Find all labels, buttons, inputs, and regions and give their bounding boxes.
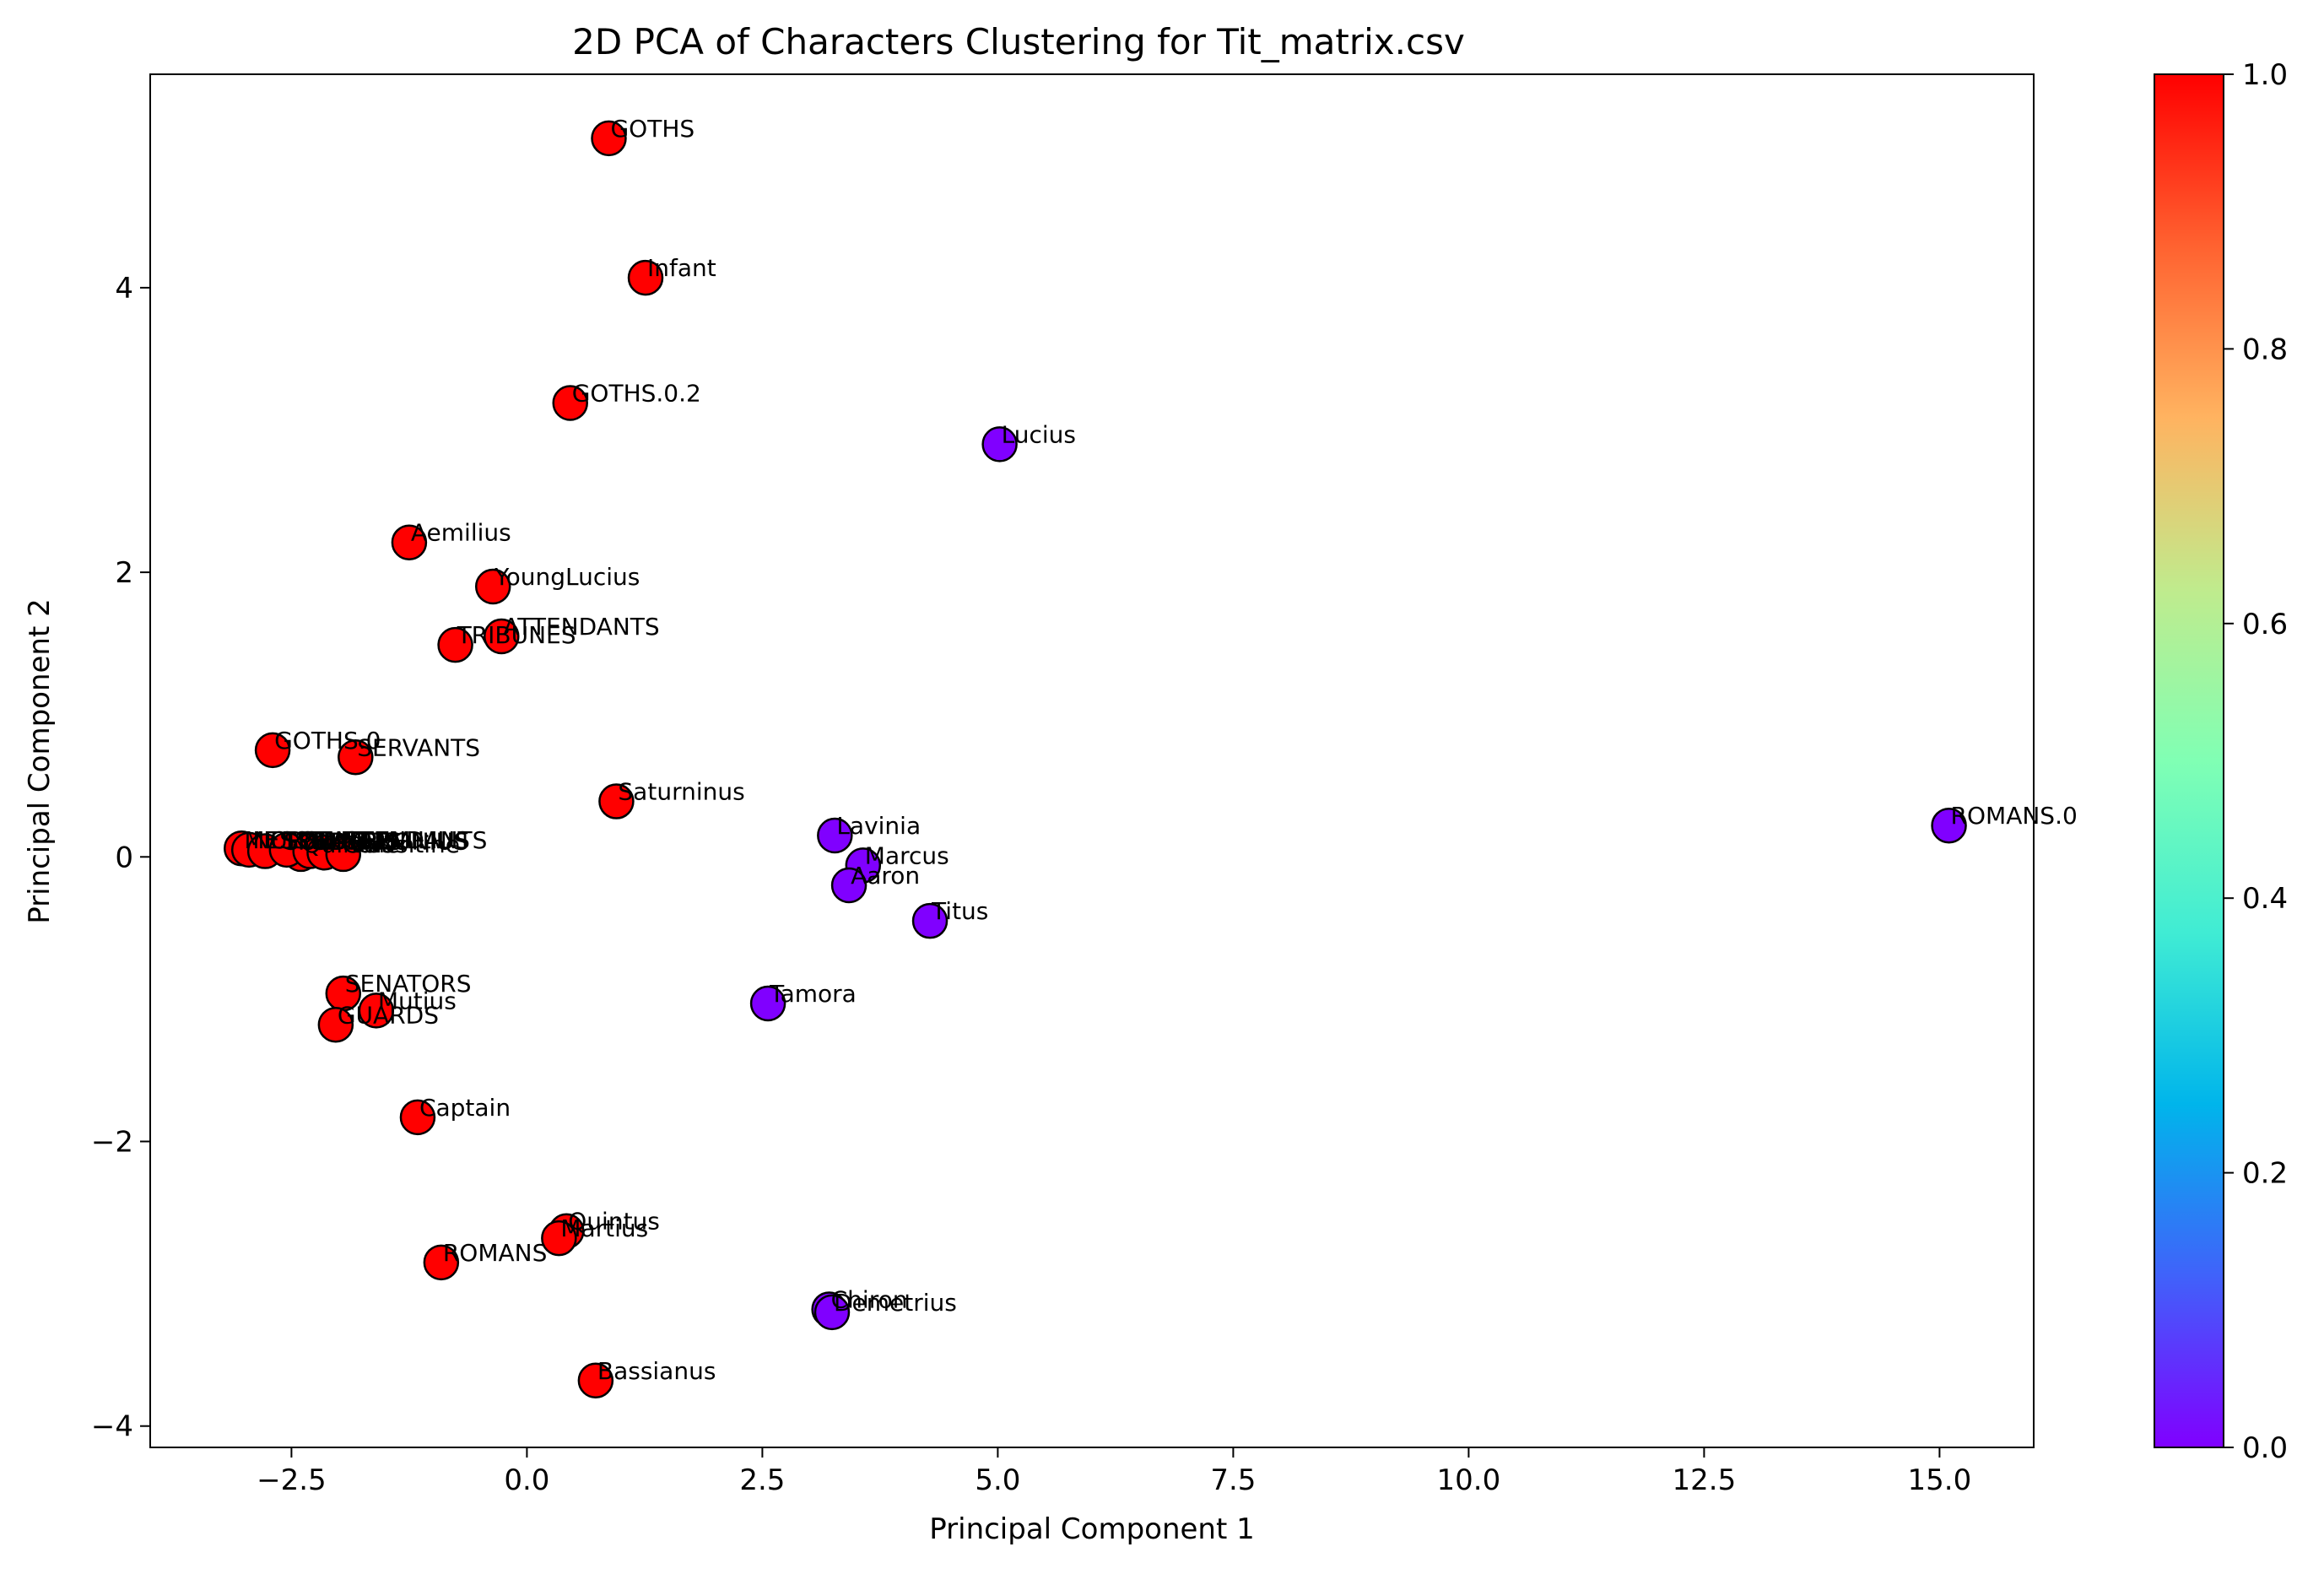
point-label: Demetrius bbox=[834, 1289, 957, 1317]
scatter-point bbox=[981, 426, 1018, 462]
point-label: ATTENDANTS bbox=[503, 613, 659, 641]
colorbar-tick-label: 0.6 bbox=[2242, 608, 2288, 641]
plot-frame bbox=[149, 73, 2035, 1448]
point-label: ROMANS bbox=[443, 1239, 548, 1267]
point-label: Marcus bbox=[865, 841, 949, 869]
scatter-point bbox=[577, 1362, 614, 1399]
x-axis: −2.5 0.0 2.5 5.0 7.5 10.0 12.5 15.0 bbox=[257, 1447, 1971, 1497]
y-tick-label: 0 bbox=[115, 841, 133, 874]
x-tick-label: −2.5 bbox=[257, 1463, 327, 1497]
point-label: Aaron bbox=[851, 862, 920, 890]
point-label: Martius bbox=[560, 1214, 648, 1242]
scatter-point bbox=[830, 867, 867, 904]
point-label: Infant bbox=[647, 254, 716, 282]
colorbar: 0.0 0.2 0.4 0.6 0.8 1.0 bbox=[2154, 58, 2288, 1465]
x-tick-label: 12.5 bbox=[1673, 1463, 1737, 1497]
point-label: Bassianus bbox=[597, 1357, 716, 1385]
scatter-point bbox=[399, 1099, 436, 1136]
scatter-point bbox=[358, 993, 395, 1029]
chart-title: 2D PCA of Characters Clustering for Tit_… bbox=[572, 21, 1465, 62]
colorbar-tick-label: 0.8 bbox=[2242, 333, 2288, 366]
point-label: Lucius bbox=[1002, 420, 1076, 448]
x-axis-label: Principal Component 1 bbox=[929, 1512, 1255, 1546]
point-label: Captain bbox=[419, 1094, 511, 1122]
point-label: GOTHS.0.2 bbox=[572, 379, 701, 407]
point-label: CLOWN bbox=[270, 826, 359, 854]
point-label: TRIBUNES bbox=[457, 621, 576, 649]
point-label: Quintus bbox=[303, 830, 395, 858]
x-tick-label: 0.0 bbox=[504, 1463, 549, 1497]
x-tick-label: 5.0 bbox=[975, 1463, 1020, 1497]
colorbar-tick-label: 0.4 bbox=[2242, 882, 2288, 916]
scatter-point bbox=[817, 817, 853, 854]
point-label: SENATORS bbox=[345, 970, 472, 998]
point-label: ROMANS.0 bbox=[1951, 802, 2078, 830]
scatter-point bbox=[541, 1220, 577, 1257]
y-tick-label: 2 bbox=[115, 556, 133, 590]
scatter-point bbox=[627, 259, 664, 296]
colorbar-tick-label: 0.2 bbox=[2242, 1157, 2288, 1191]
scatter-point bbox=[813, 1294, 851, 1331]
point-label: Aemilius bbox=[411, 519, 511, 547]
y-tick-label: 4 bbox=[115, 272, 133, 306]
scatter-point bbox=[325, 836, 362, 873]
point-label: GOTHS.0 bbox=[274, 727, 381, 755]
y-tick-label: −4 bbox=[91, 1410, 133, 1444]
y-axis: −4 −2 0 2 4 bbox=[91, 272, 150, 1444]
x-tick-label: 15.0 bbox=[1908, 1463, 1972, 1497]
scatter-point bbox=[423, 1244, 460, 1281]
colorbar-ticks: 0.0 0.2 0.4 0.6 0.8 1.0 bbox=[2224, 58, 2288, 1465]
scatter-point bbox=[552, 385, 588, 421]
y-tick-label: −2 bbox=[91, 1126, 133, 1160]
point-label: GOTHS bbox=[610, 115, 694, 143]
scatter-point bbox=[591, 120, 627, 157]
point-label: Chiron bbox=[831, 1285, 908, 1313]
colorbar-tick-label: 1.0 bbox=[2242, 58, 2288, 92]
point-label: Mutius bbox=[378, 987, 457, 1014]
scatter-point bbox=[484, 618, 520, 655]
point-label: ATTENDANTS bbox=[331, 826, 487, 854]
labels-layer: GOTHS Infant GOTHS.0.2 Lucius Aemilius YoungL… bbox=[244, 115, 2077, 1385]
x-tick-label: 2.5 bbox=[739, 1463, 785, 1497]
scatter-point bbox=[1931, 807, 1967, 844]
scatter-point bbox=[254, 732, 291, 769]
point-label: Titus bbox=[931, 897, 988, 925]
point-label: Caius bbox=[343, 830, 408, 858]
point-label: PUBLIUS bbox=[298, 828, 398, 856]
scatter-point bbox=[317, 1007, 354, 1043]
point-label: SERVANTS bbox=[357, 733, 480, 761]
scatter-point bbox=[749, 985, 786, 1022]
colorbar-gradient bbox=[2154, 73, 2224, 1448]
point-label: Valentine bbox=[349, 830, 460, 858]
plot-area: GOTHS Infant GOTHS.0.2 Lucius Aemilius YoungL… bbox=[149, 73, 2078, 1448]
x-tick-label: 10.0 bbox=[1437, 1463, 1501, 1497]
point-label: NURSE bbox=[252, 826, 333, 854]
scatter-point bbox=[437, 626, 473, 663]
point-label: Lavinia bbox=[836, 812, 921, 840]
scatter-point bbox=[338, 739, 374, 776]
points-layer bbox=[224, 120, 1967, 1399]
point-label: Quintus bbox=[568, 1208, 660, 1236]
scatter-point bbox=[474, 568, 511, 605]
scatter-point bbox=[391, 524, 428, 560]
point-label: AEMILIUS bbox=[359, 826, 470, 854]
scatter-point bbox=[911, 902, 949, 939]
point-label: YoungLucius bbox=[494, 563, 640, 591]
point-label: Tamora bbox=[769, 980, 857, 1008]
colorbar-tick-label: 0.0 bbox=[2242, 1431, 2288, 1465]
scatter-point bbox=[598, 783, 635, 819]
x-tick-label: 7.5 bbox=[1210, 1463, 1256, 1497]
point-label: SOLDIERS bbox=[284, 828, 402, 856]
point-label: MESSENGER bbox=[244, 826, 392, 854]
y-axis-label: Principal Component 2 bbox=[23, 598, 57, 924]
point-label: GUARDS bbox=[338, 1001, 439, 1029]
point-label: Saturninus bbox=[618, 778, 744, 806]
point-label: SEMPRONIUS bbox=[312, 828, 468, 856]
